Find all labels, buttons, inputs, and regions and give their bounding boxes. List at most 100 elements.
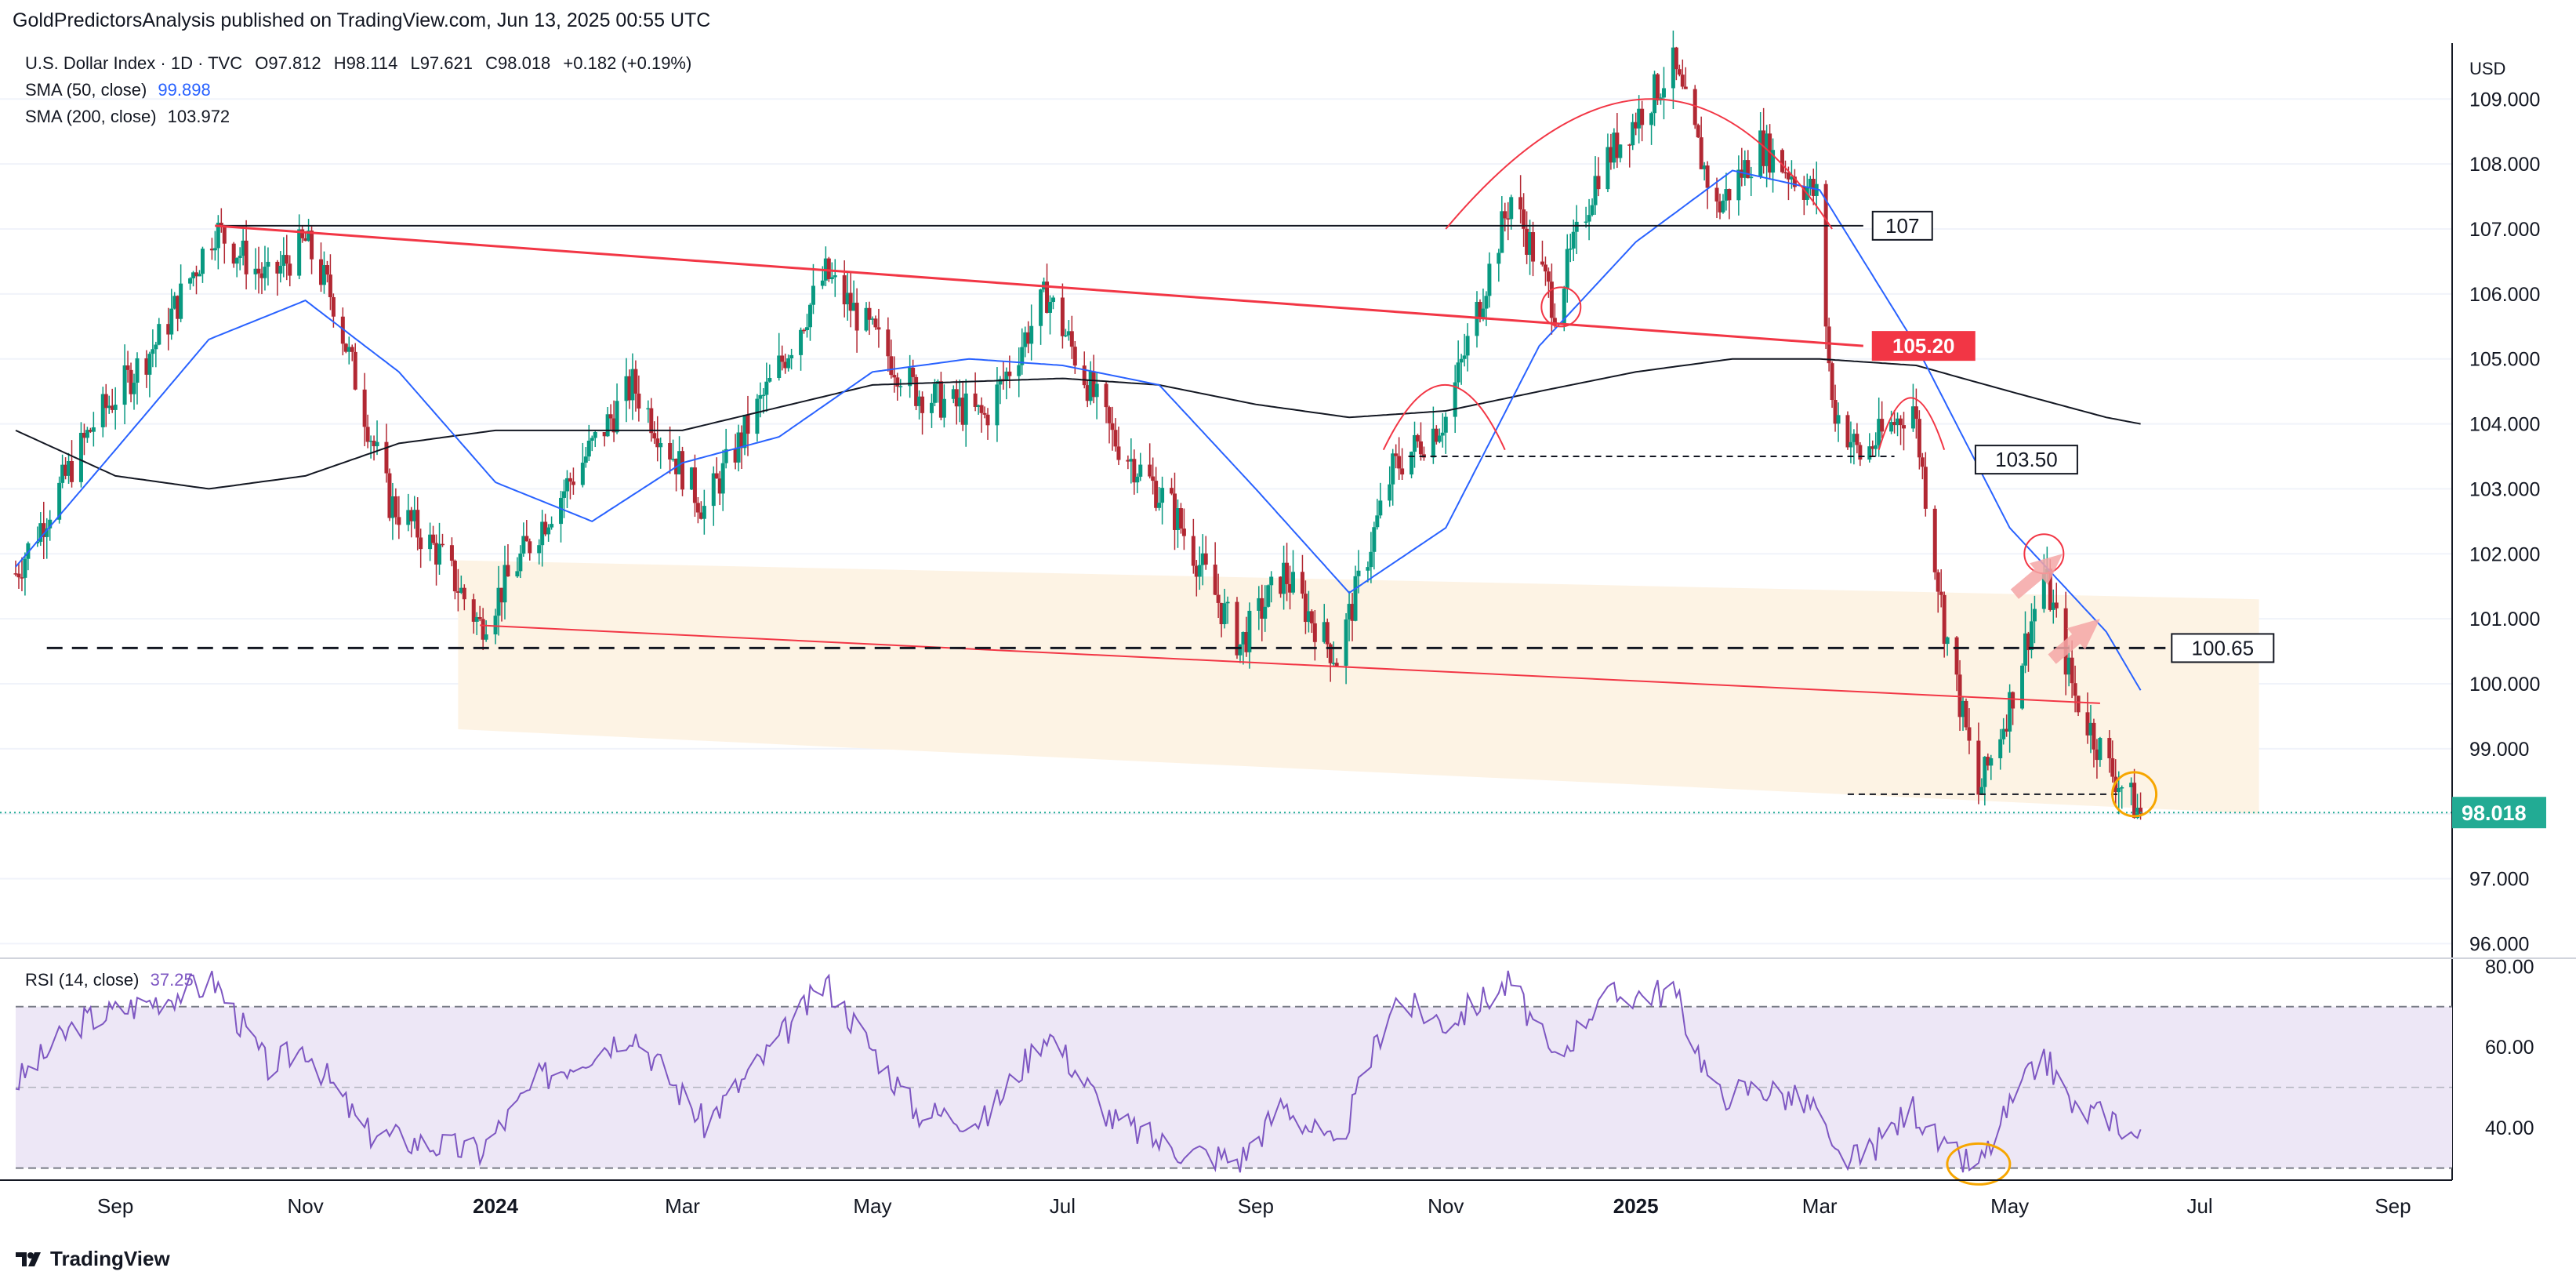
candle bbox=[611, 400, 616, 442]
candle-body bbox=[1197, 565, 1202, 577]
candle bbox=[646, 400, 651, 423]
candle-body bbox=[1705, 165, 1710, 188]
candle-body bbox=[1050, 297, 1055, 303]
candle bbox=[851, 280, 856, 311]
candle-body bbox=[1063, 335, 1068, 337]
candle bbox=[2095, 739, 2099, 779]
candle-body bbox=[166, 324, 171, 335]
candle-body bbox=[777, 355, 782, 379]
candle-body bbox=[602, 431, 607, 437]
candle-body bbox=[1244, 632, 1249, 652]
symbol-name[interactable]: U.S. Dollar Index · 1D · TVC bbox=[25, 53, 243, 73]
candle bbox=[13, 560, 18, 576]
candle-body bbox=[854, 303, 859, 331]
candle bbox=[350, 344, 354, 361]
candle bbox=[67, 452, 71, 484]
candle-body bbox=[78, 432, 83, 482]
candle bbox=[1867, 433, 1872, 463]
candle-body bbox=[303, 238, 308, 242]
candle-body bbox=[1833, 400, 1838, 424]
candle-body bbox=[1157, 503, 1162, 508]
candle bbox=[188, 277, 193, 290]
candle bbox=[1714, 177, 1719, 219]
candle-body bbox=[1219, 602, 1224, 624]
candle-body bbox=[387, 473, 392, 518]
tradingview-brand: TradingView bbox=[50, 1247, 170, 1270]
candle bbox=[540, 510, 545, 567]
candle bbox=[1257, 586, 1261, 630]
sma200-legend[interactable]: SMA (200, close) 103.972 bbox=[25, 107, 230, 127]
candle-body bbox=[1618, 144, 1623, 158]
candle-body bbox=[1852, 434, 1856, 442]
candle bbox=[714, 457, 719, 479]
candle-body bbox=[702, 506, 706, 519]
candle bbox=[1967, 708, 1972, 754]
candle-body bbox=[633, 369, 638, 394]
candle-body bbox=[1066, 331, 1071, 336]
candle bbox=[1126, 455, 1130, 470]
candle-body bbox=[1562, 289, 1566, 325]
candle-body bbox=[1896, 418, 1900, 426]
candle bbox=[1132, 449, 1137, 495]
candle bbox=[2092, 718, 2096, 768]
candle-body bbox=[493, 616, 498, 635]
candle bbox=[833, 259, 837, 297]
candle bbox=[780, 345, 785, 371]
candle-body bbox=[914, 376, 919, 406]
candle-body bbox=[176, 296, 180, 319]
candle-body bbox=[1413, 434, 1417, 452]
candle bbox=[1609, 133, 1613, 170]
candle-body bbox=[1238, 644, 1243, 656]
candle-body bbox=[200, 249, 205, 274]
candle-body bbox=[440, 543, 444, 546]
candle bbox=[1634, 112, 1638, 136]
candle-body bbox=[1880, 419, 1885, 432]
candle bbox=[979, 397, 984, 433]
candle bbox=[2129, 777, 2134, 806]
candle-body bbox=[1671, 47, 1675, 89]
candle bbox=[677, 436, 682, 475]
candle-body bbox=[920, 396, 925, 413]
candle-body bbox=[256, 268, 261, 274]
publisher-header: GoldPredictorsAnalysis published on Trad… bbox=[13, 9, 711, 31]
candle-body bbox=[157, 324, 161, 345]
candle-body bbox=[724, 449, 728, 463]
candle bbox=[1718, 193, 1722, 220]
candle-body bbox=[1094, 383, 1099, 398]
x-tick-label: Nov bbox=[287, 1194, 323, 1218]
candle bbox=[1902, 412, 1907, 451]
candle bbox=[2023, 611, 2028, 674]
candle-body bbox=[1653, 74, 1657, 114]
tradingview-logo-icon bbox=[16, 1251, 44, 1268]
candle-body bbox=[85, 430, 89, 438]
candle-body bbox=[1574, 221, 1579, 232]
candle bbox=[394, 488, 398, 525]
candle bbox=[390, 482, 395, 540]
candle-body bbox=[1584, 221, 1588, 223]
candle-body bbox=[1702, 165, 1707, 169]
candle-body bbox=[521, 536, 526, 554]
candle bbox=[1045, 263, 1050, 314]
candle-body bbox=[67, 460, 71, 476]
candle bbox=[259, 262, 264, 295]
candle-body bbox=[1771, 150, 1776, 173]
candle-body bbox=[540, 521, 545, 546]
candle bbox=[1936, 569, 1940, 613]
candle-body bbox=[216, 223, 220, 249]
candle-body bbox=[484, 634, 488, 640]
candle bbox=[1932, 505, 1937, 580]
candle bbox=[2098, 736, 2103, 767]
candle-body bbox=[452, 561, 457, 592]
candle-body bbox=[1356, 570, 1361, 576]
candle bbox=[1325, 618, 1330, 658]
sma50-legend[interactable]: SMA (50, close) 99.898 bbox=[25, 80, 211, 100]
candle bbox=[1683, 67, 1688, 89]
candle-body bbox=[188, 278, 193, 284]
candle bbox=[1418, 422, 1423, 461]
candle-body bbox=[1216, 594, 1221, 603]
candle bbox=[561, 479, 566, 518]
tradingview-footer[interactable]: TradingView bbox=[16, 1247, 170, 1271]
candle-body bbox=[459, 587, 463, 593]
candle-body bbox=[886, 329, 891, 357]
